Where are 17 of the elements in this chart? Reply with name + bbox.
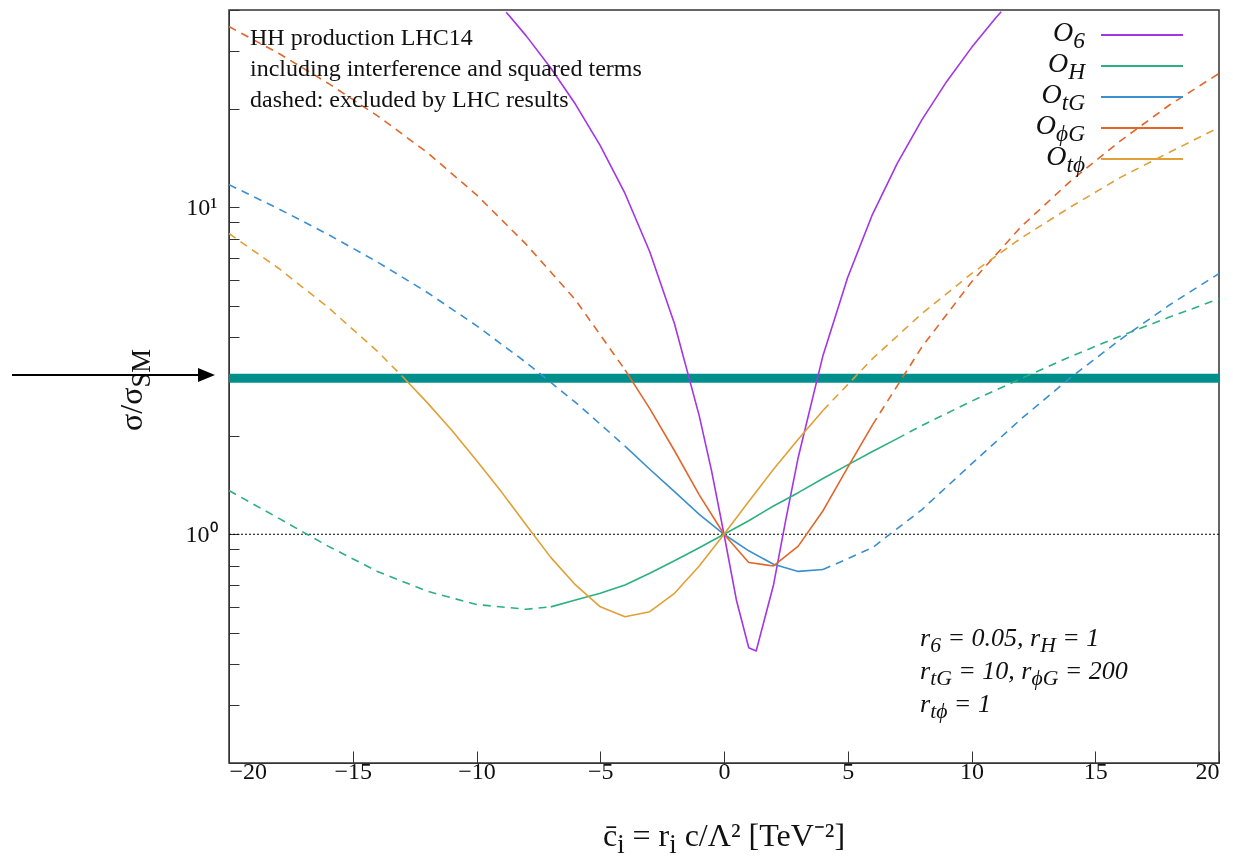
annotation: r$_{6}$ = 0.05, r$_{H}$ = 1 [920, 623, 1100, 658]
annotation: r$_{tG}$ = 10, r$_{ϕG}$ = 200 [920, 656, 1128, 691]
x-tick-label: −10 [458, 757, 496, 784]
x-tick-label: 5 [842, 757, 855, 784]
y-tick-label: 10¹ [186, 193, 218, 220]
x-tick-label: 15 [1083, 757, 1108, 784]
x-tick-label: 10 [960, 757, 984, 784]
annotation: dashed: excluded by LHC results [250, 85, 569, 114]
x-axis-title: c̄$_{i}$ = r$_{i}$ c/Λ² [TeV⁻²] [602, 816, 846, 861]
x-tick-label: 20 [1195, 757, 1220, 784]
y-tick-label: 10⁰ [185, 520, 218, 547]
x-tick-label: −5 [587, 757, 614, 784]
x-tick-label: −15 [334, 757, 373, 784]
x-tick-label: −20 [229, 757, 268, 784]
annotation: r$_{tϕ}$ = 1 [920, 688, 991, 726]
annotation: HH production LHC14 [250, 23, 473, 52]
x-tick-label: 0 [718, 757, 731, 784]
